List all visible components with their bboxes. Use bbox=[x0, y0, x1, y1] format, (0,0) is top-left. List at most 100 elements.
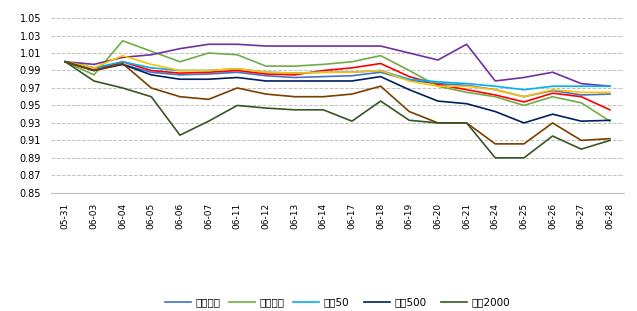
科创50 bbox=[549, 70, 557, 74]
沪深300 bbox=[148, 63, 155, 66]
创业板指 bbox=[520, 104, 527, 107]
科创50 bbox=[205, 42, 213, 46]
中证2000 bbox=[520, 156, 527, 160]
中证500 bbox=[90, 69, 98, 72]
上证指数 bbox=[234, 70, 241, 74]
上证指数 bbox=[606, 92, 614, 96]
上证50 bbox=[118, 60, 126, 64]
中证1000 bbox=[462, 121, 470, 125]
中证1000 bbox=[262, 92, 270, 96]
上证指数 bbox=[578, 93, 585, 97]
上证50 bbox=[61, 60, 69, 64]
中证2000 bbox=[90, 79, 98, 83]
上证指数 bbox=[520, 95, 527, 99]
中证1000 bbox=[176, 95, 183, 99]
创业板指 bbox=[118, 39, 126, 43]
上证指数 bbox=[61, 60, 69, 64]
上证50 bbox=[434, 80, 442, 84]
深证成指 bbox=[118, 60, 126, 64]
中证1000 bbox=[118, 62, 126, 65]
Line: 上证50: 上证50 bbox=[66, 62, 610, 90]
中证500 bbox=[520, 121, 527, 125]
创业板指 bbox=[234, 53, 241, 57]
上证指数 bbox=[205, 72, 213, 76]
中证500 bbox=[320, 79, 327, 83]
科创50 bbox=[262, 44, 270, 48]
沪深300 bbox=[434, 84, 442, 88]
中证1000 bbox=[549, 121, 557, 125]
沪深300 bbox=[549, 88, 557, 91]
Legend: 上证指数, 深证成指, 创业板指, 科创50, 上证50, 沪深300, 中证500, 中证1000, 中证2000: 上证指数, 深证成指, 创业板指, 科创50, 上证50, 沪深300, 中证5… bbox=[161, 294, 514, 311]
沪深300 bbox=[348, 70, 355, 74]
创业板指 bbox=[606, 119, 614, 123]
中证500 bbox=[205, 77, 213, 81]
创业板指 bbox=[262, 64, 270, 68]
创业板指 bbox=[492, 95, 499, 99]
Line: 中证1000: 中证1000 bbox=[66, 62, 610, 144]
中证2000 bbox=[578, 147, 585, 151]
深证成指 bbox=[406, 75, 413, 78]
沪深300 bbox=[234, 67, 241, 71]
中证2000 bbox=[406, 118, 413, 122]
沪深300 bbox=[290, 71, 298, 75]
中证2000 bbox=[434, 121, 442, 125]
沪深300 bbox=[61, 60, 69, 64]
创业板指 bbox=[434, 84, 442, 88]
创业板指 bbox=[176, 60, 183, 64]
创业板指 bbox=[348, 60, 355, 64]
科创50 bbox=[118, 56, 126, 59]
中证1000 bbox=[290, 95, 298, 99]
中证2000 bbox=[348, 119, 355, 123]
上证50 bbox=[90, 66, 98, 70]
深证成指 bbox=[348, 66, 355, 70]
科创50 bbox=[61, 60, 69, 64]
创业板指 bbox=[462, 91, 470, 94]
中证2000 bbox=[492, 156, 499, 160]
中证1000 bbox=[520, 142, 527, 146]
中证2000 bbox=[606, 138, 614, 142]
创业板指 bbox=[406, 69, 413, 72]
中证1000 bbox=[90, 69, 98, 72]
深证成指 bbox=[290, 73, 298, 77]
中证500 bbox=[148, 73, 155, 77]
中证500 bbox=[348, 79, 355, 83]
上证指数 bbox=[492, 88, 499, 91]
中证500 bbox=[606, 118, 614, 122]
中证500 bbox=[176, 77, 183, 81]
Line: 沪深300: 沪深300 bbox=[66, 56, 610, 97]
上证50 bbox=[549, 84, 557, 88]
沪深300 bbox=[377, 69, 385, 72]
Line: 上证指数: 上证指数 bbox=[66, 62, 610, 97]
沪深300 bbox=[118, 54, 126, 58]
上证指数 bbox=[377, 70, 385, 74]
创业板指 bbox=[61, 60, 69, 64]
中证2000 bbox=[290, 108, 298, 112]
中证2000 bbox=[549, 134, 557, 138]
科创50 bbox=[520, 76, 527, 79]
科创50 bbox=[606, 84, 614, 88]
深证成指 bbox=[90, 69, 98, 72]
上证50 bbox=[520, 88, 527, 91]
上证50 bbox=[377, 69, 385, 72]
上证指数 bbox=[262, 74, 270, 78]
中证1000 bbox=[320, 95, 327, 99]
科创50 bbox=[492, 79, 499, 83]
中证2000 bbox=[148, 95, 155, 99]
创业板指 bbox=[320, 63, 327, 66]
创业板指 bbox=[290, 64, 298, 68]
中证1000 bbox=[234, 86, 241, 90]
创业板指 bbox=[578, 101, 585, 105]
上证指数 bbox=[348, 74, 355, 78]
上证50 bbox=[578, 84, 585, 88]
上证指数 bbox=[118, 63, 126, 66]
中证500 bbox=[234, 76, 241, 79]
中证1000 bbox=[606, 137, 614, 141]
上证50 bbox=[176, 69, 183, 72]
Line: 创业板指: 创业板指 bbox=[66, 41, 610, 121]
深证成指 bbox=[462, 88, 470, 91]
中证500 bbox=[61, 60, 69, 64]
深证成指 bbox=[148, 69, 155, 72]
中证500 bbox=[462, 102, 470, 105]
中证500 bbox=[262, 79, 270, 83]
深证成指 bbox=[234, 69, 241, 72]
